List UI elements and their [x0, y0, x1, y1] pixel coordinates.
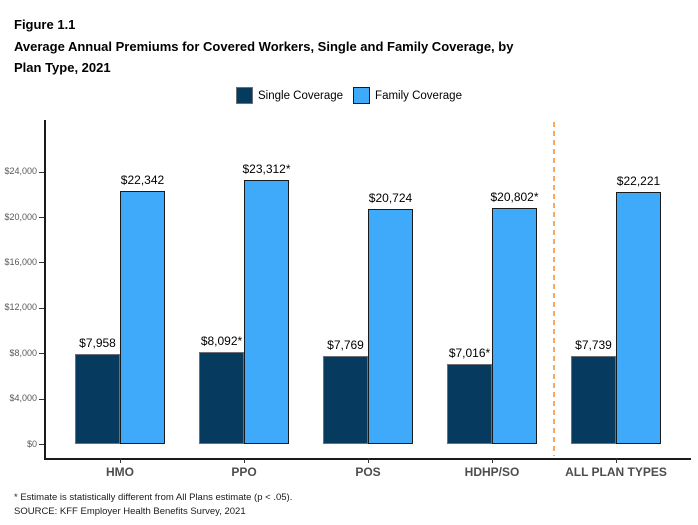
y-axis-tick: [39, 217, 44, 219]
category-label-all-plan-types: ALL PLAN TYPES: [565, 465, 667, 479]
all-plans-separator-line: [553, 122, 555, 456]
y-axis-tick: [39, 171, 44, 173]
legend-label: Family Coverage: [375, 89, 462, 102]
legend-swatch-single: [236, 87, 254, 104]
legend-label: Single Coverage: [258, 89, 344, 102]
y-axis-tick: [39, 262, 44, 264]
bar-value-family-ppo: $23,312*: [242, 161, 291, 176]
y-axis-tick-label: $24,000: [4, 166, 37, 177]
y-axis-line: [44, 120, 46, 458]
legend-swatch-family: [353, 87, 371, 104]
bar-value-family-pos: $20,724: [368, 190, 413, 205]
y-axis-tick: [39, 444, 44, 445]
figure-label: Figure 1.1: [14, 17, 76, 32]
y-axis-tick-label: $12,000: [4, 302, 37, 313]
bar-family-hmo: [120, 190, 165, 444]
y-axis-tick: [39, 353, 44, 355]
x-axis-tick: [119, 458, 121, 463]
legend-item-single: Single Coverage: [236, 87, 343, 104]
x-axis-tick: [491, 458, 493, 463]
bar-family-hdhp-so: [492, 207, 537, 444]
bar-value-single-hmo: $7,958: [79, 335, 116, 350]
footnote-significance: * Estimate is statistically different fr…: [14, 492, 293, 503]
x-axis-tick: [615, 458, 617, 463]
category-label-pos: POS: [355, 465, 381, 479]
bar-value-family-all-plan-types: $22,221: [616, 173, 661, 188]
bar-value-single-ppo: $8,092*: [200, 334, 243, 349]
y-axis-tick-label: $4,000: [9, 393, 37, 404]
bar-value-single-all-plan-types: $7,739: [575, 338, 612, 353]
category-label-ppo: PPO: [231, 465, 257, 479]
footnote-source: SOURCE: KFF Employer Health Benefits Sur…: [14, 506, 246, 517]
y-axis-tick-label: $8,000: [9, 347, 37, 358]
bar-single-pos: [323, 355, 368, 444]
y-axis-tick-label: $20,000: [4, 211, 37, 222]
bar-single-ppo: [199, 352, 244, 444]
chart-title: Average Annual Premiums for Covered Work…: [14, 39, 514, 75]
bar-family-pos: [368, 208, 413, 444]
bar-family-all-plan-types: [616, 191, 661, 444]
y-axis-tick: [39, 307, 44, 309]
chart-legend: Single Coverage Family Coverage: [0, 87, 698, 104]
bar-single-all-plan-types: [571, 356, 616, 444]
bar-single-hdhp-so: [447, 364, 492, 444]
bar-value-single-pos: $7,769: [327, 337, 364, 352]
category-label-hmo: HMO: [106, 465, 134, 479]
bar-value-family-hmo: $22,342: [120, 172, 165, 187]
x-axis-tick: [367, 458, 369, 463]
bar-single-hmo: [75, 353, 120, 444]
category-label-hdhp-so: HDHP/SO: [464, 465, 520, 479]
bar-value-family-hdhp-so: $20,802*: [490, 189, 539, 204]
x-axis-tick: [243, 458, 245, 463]
y-axis-tick-label: $16,000: [4, 256, 37, 267]
y-axis-tick: [39, 398, 44, 400]
bar-family-ppo: [244, 179, 289, 444]
bar-value-single-hdhp-so: $7,016*: [448, 346, 491, 361]
legend-item-family: Family Coverage: [353, 87, 462, 104]
y-axis-tick-label: $0: [26, 438, 37, 449]
